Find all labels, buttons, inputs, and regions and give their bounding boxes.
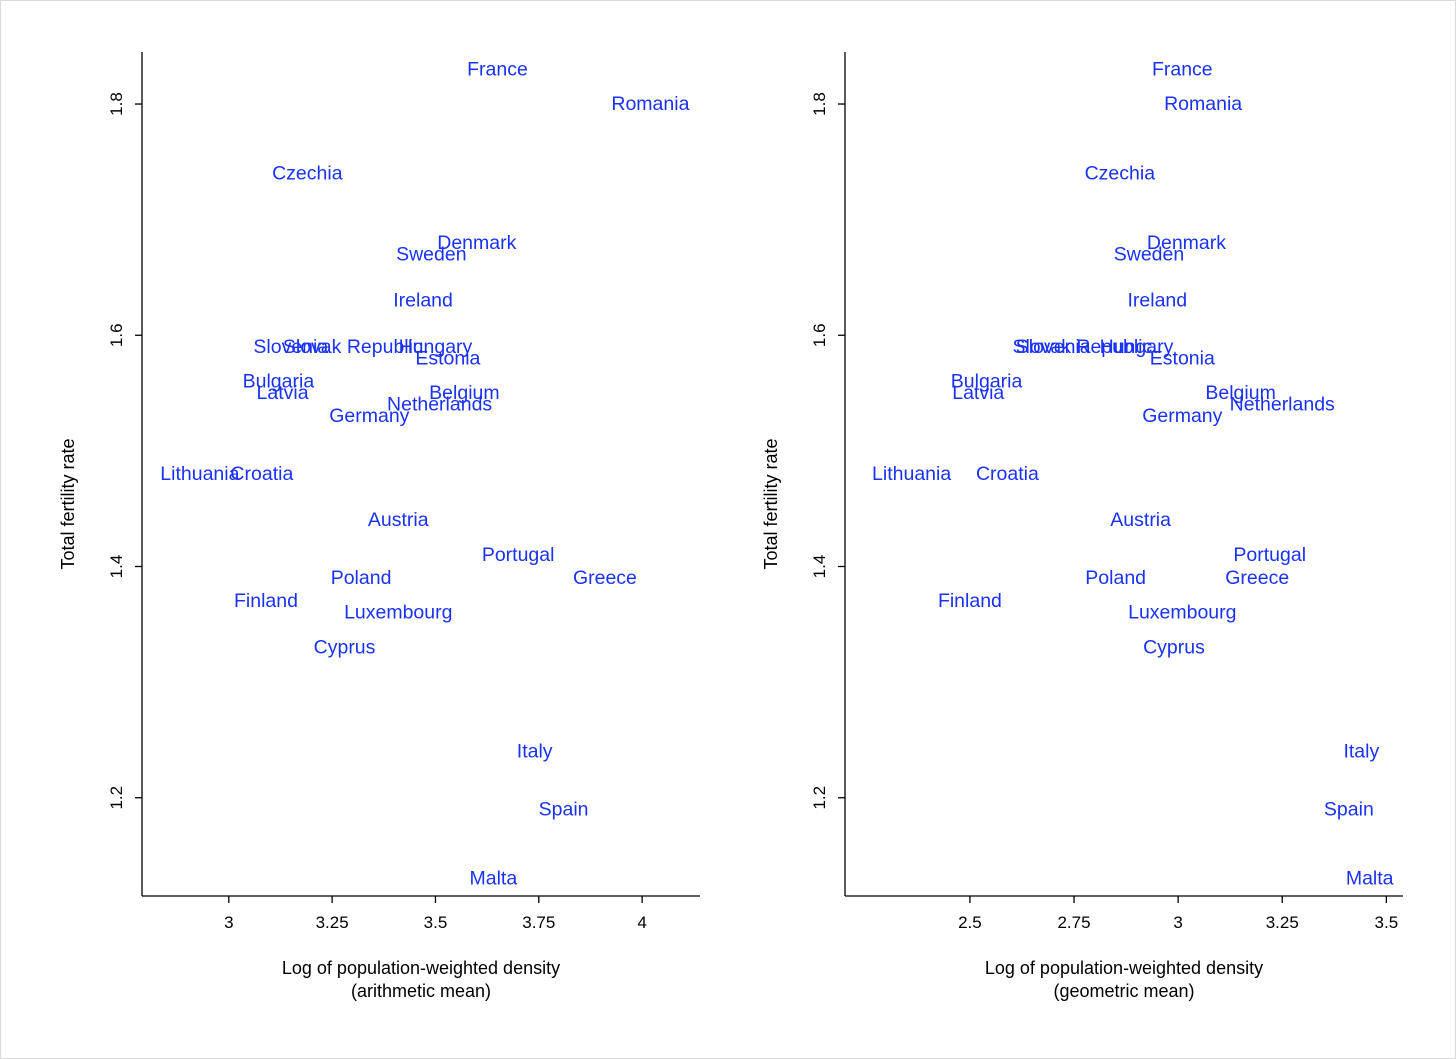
country-label: Malta [469,868,517,890]
country-label: Cyprus [1143,636,1205,658]
country-label: Finland [234,590,298,612]
country-label: Finland [938,590,1002,612]
country-label: Bulgaria [951,371,1023,393]
country-label: Luxembourg [1128,602,1236,624]
country-label: Sweden [1114,243,1184,265]
country-label: Slovenia [1016,336,1091,358]
country-label: Ireland [1128,290,1188,312]
y-axis-title: Total fertility rate [58,438,78,569]
y-axis-title: Total fertility rate [761,438,781,569]
x-tick-label: 3.75 [522,913,555,932]
x-tick-label: 3.25 [316,913,349,932]
country-label: Romania [1164,93,1242,115]
country-label: Romania [611,93,689,115]
country-label: Lithuania [872,463,951,485]
country-label: Belgium [429,382,499,404]
country-label: Poland [331,567,392,589]
country-label: France [467,58,528,80]
country-label: Sweden [396,243,466,265]
country-label: Spain [1324,798,1374,820]
y-tick-label: 1.4 [810,555,829,579]
country-label: Hungary [399,336,473,358]
country-label: Netherlands [387,394,492,416]
y-tick-label: 1.2 [107,786,126,810]
country-label: Poland [1085,567,1146,589]
x-axis-subtitle: (arithmetic mean) [351,981,491,1001]
country-label: Austria [1110,509,1171,531]
country-label: Slovak Republic [1012,336,1152,358]
y-tick-label: 1.8 [107,92,126,116]
y-tick-label: 1.4 [107,555,126,579]
country-label: Germany [329,405,409,427]
country-label: Croatia [976,463,1039,485]
x-tick-label: 3.5 [424,913,448,932]
country-label: Latvia [257,382,309,404]
country-label: Croatia [230,463,293,485]
x-axis-title: Log of population-weighted density [282,958,560,978]
country-label: Spain [539,798,589,820]
country-label: Luxembourg [344,602,452,624]
country-label: Austria [368,509,429,531]
country-label: Malta [1346,868,1394,890]
country-label: Italy [517,740,553,762]
country-label: Denmark [1147,232,1226,254]
country-label: Latvia [952,382,1004,404]
country-label: Portugal [482,544,555,566]
country-label: Estonia [415,347,480,369]
left-scatter-panel: 1.2 1.4 1.6 1.8 3 3.25 3.5 3.75 4 Total fertility… [58,52,700,1001]
country-label: Greece [1225,567,1289,589]
country-label: Slovak Republic [283,336,423,358]
country-label: Cyprus [314,636,376,658]
country-label: Slovenia [253,336,328,358]
country-label: Ireland [393,290,453,312]
country-label: Czechia [272,162,343,184]
country-label: Portugal [1233,544,1306,566]
country-label: Bulgaria [243,371,315,393]
country-label: Italy [1343,740,1379,762]
country-label: Lithuania [160,463,239,485]
country-label: Denmark [437,232,516,254]
country-label: Estonia [1150,347,1215,369]
country-label: France [1152,58,1213,80]
country-label: Greece [573,567,637,589]
x-tick-label: 3.25 [1266,913,1299,932]
country-label: Hungary [1100,336,1174,358]
country-label: Belgium [1205,382,1275,404]
country-label: Czechia [1085,162,1156,184]
x-tick-label: 3 [224,913,233,932]
x-tick-label: 3.5 [1375,913,1399,932]
x-axis-title: Log of population-weighted density [985,958,1263,978]
x-tick-label: 2.75 [1057,913,1090,932]
y-tick-label: 1.2 [810,786,829,810]
country-label: Netherlands [1230,394,1335,416]
y-tick-label: 1.8 [810,92,829,116]
right-scatter-panel: 1.2 1.4 1.6 1.8 2.5 2.75 3 3.25 3.5 Total fertili… [761,52,1403,1001]
country-label: Germany [1142,405,1222,427]
y-tick-label: 1.6 [810,323,829,347]
x-axis-subtitle: (geometric mean) [1053,981,1194,1001]
x-tick-label: 3 [1173,913,1182,932]
y-tick-label: 1.6 [107,323,126,347]
x-tick-label: 4 [637,913,646,932]
x-tick-label: 2.5 [958,913,982,932]
